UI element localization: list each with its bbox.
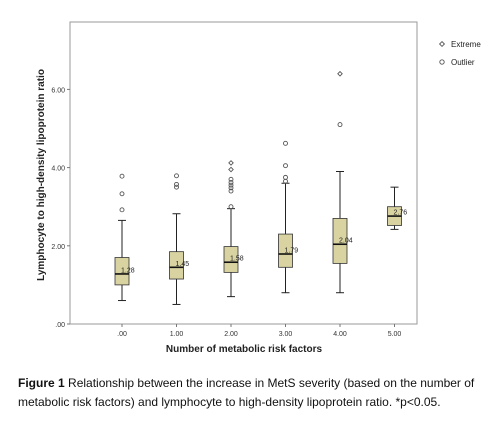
figure-caption: Figure 1 Relationship between the increa… <box>18 374 490 412</box>
outlier-point <box>228 185 234 191</box>
outlier-point <box>228 182 234 188</box>
y-tick-label: 6.00 <box>51 87 65 94</box>
legend-diamond-icon <box>438 40 446 48</box>
x-tick-label: 3.00 <box>279 331 293 338</box>
y-tick-label: .00 <box>55 322 65 329</box>
legend-label: Extreme <box>451 40 481 49</box>
median-label: 1.58 <box>230 256 244 263</box>
y-tick-label: 2.00 <box>51 244 65 251</box>
median-label: 1.45 <box>176 261 190 268</box>
median-label: 1.79 <box>285 248 299 255</box>
x-tick-label: 4.00 <box>333 331 347 338</box>
boxplot-chart: .002.004.006.00 .00 1.00 2.00 3.00 4.00 5.00 … <box>36 21 481 355</box>
x-tick-label: 5.00 <box>388 331 402 338</box>
outlier-point <box>119 191 125 197</box>
outlier-point <box>119 207 125 213</box>
legend: Extreme Outlier <box>438 40 481 67</box>
extreme-point <box>337 70 343 77</box>
legend-label: Outlier <box>451 58 475 67</box>
y-axis: .00 2.00 4.00 6.00 <box>51 87 70 329</box>
x-tick-label: 2.00 <box>224 331 238 338</box>
x-tick-label: .00 <box>117 331 127 338</box>
box <box>169 251 184 280</box>
extreme-point <box>228 166 234 173</box>
outlier-point <box>174 184 179 190</box>
outlier-point <box>228 188 234 194</box>
median-label: 1.28 <box>121 267 135 274</box>
box <box>223 246 239 273</box>
extreme-point <box>228 160 234 166</box>
x-axis: .00 1.00 2.00 3.00 4.00 5.00 <box>117 324 401 338</box>
y-tick-label: 4.00 <box>51 166 65 173</box>
outlier-point <box>283 174 288 180</box>
figure-label: Figure 1 <box>18 376 65 390</box>
legend-circle-icon <box>439 59 445 65</box>
outlier-point <box>337 122 343 128</box>
outlier-point <box>228 204 234 210</box>
outlier-point <box>228 180 234 185</box>
x-tick-label: 1.00 <box>170 331 184 338</box>
x-axis-title: Number of metabolic risk factors <box>166 344 323 355</box>
box <box>332 218 348 264</box>
outlier-point <box>283 163 288 169</box>
y-axis-title: Lymphocyte to high-density lipoprotein r… <box>36 69 47 281</box>
box-series: 1.28 1.45 1.58 1.79 2.04 2.76 <box>114 70 408 305</box>
outlier-point <box>174 181 179 187</box>
box <box>114 257 130 286</box>
outlier-point <box>174 173 179 179</box>
figure-caption-text: Relationship between the increase in Met… <box>18 376 475 409</box>
box <box>278 233 293 268</box>
outlier-point <box>283 140 288 146</box>
outlier-point <box>228 176 234 182</box>
median-label: 2.04 <box>339 238 353 245</box>
median-label: 2.76 <box>394 210 408 217</box>
outlier-point <box>119 173 125 179</box>
